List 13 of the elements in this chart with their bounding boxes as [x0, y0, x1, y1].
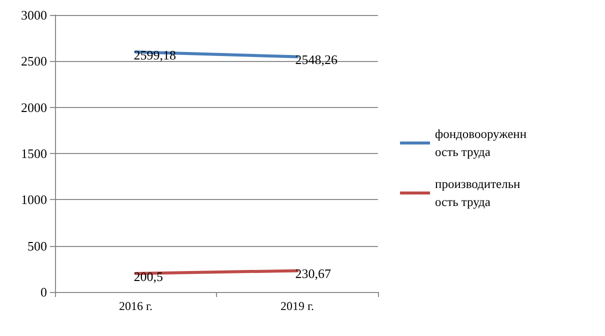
legend-label: производительность труда: [435, 177, 521, 209]
data-label: 230,67: [295, 266, 332, 282]
y-tick-label: 1000: [21, 192, 47, 208]
y-tick-label: 2000: [21, 100, 47, 115]
data-label: 2548,26: [295, 52, 338, 68]
y-tick-label: 2500: [21, 54, 47, 69]
y-tick-label: 1500: [21, 146, 47, 161]
y-tick-label: 0: [40, 284, 47, 300]
x-tick-label: 2019 г.: [280, 299, 314, 313]
x-tick-label: 2016 г.: [118, 299, 153, 313]
y-tick-label: 3000: [21, 8, 47, 22]
legend-label: фондовооруженность труда: [435, 127, 527, 159]
y-tick-label: 500: [28, 238, 47, 254]
